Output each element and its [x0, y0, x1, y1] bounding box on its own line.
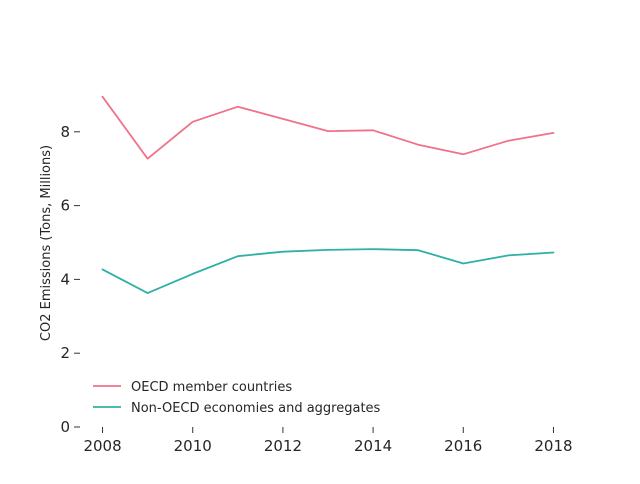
- x-tick-label: 2012: [264, 437, 302, 455]
- x-tick-label: 2014: [354, 437, 392, 455]
- legend: OECD member countries Non-OECD economies …: [93, 380, 381, 416]
- x-tick-label: 2008: [83, 437, 121, 455]
- x-tick-label: 2016: [444, 437, 482, 455]
- y-tick-label: 6: [60, 197, 70, 215]
- y-tick-label: 4: [60, 270, 70, 288]
- y-tick-label: 2: [60, 344, 70, 362]
- y-tick-label: 8: [60, 123, 70, 141]
- y-axis-title: CO2 Emissions (Tons, Millions): [39, 145, 54, 341]
- legend-label: OECD member countries: [131, 380, 292, 395]
- x-tick-label: 2010: [174, 437, 212, 455]
- series-line-2: [101, 248, 555, 295]
- y-tick-label: 0: [60, 418, 70, 436]
- series-lines: [101, 95, 555, 295]
- axis-ticks: 0 2 4 6 8 2008 2010 2012 2014 2016 2018: [60, 123, 572, 455]
- series-line-1: [101, 95, 555, 160]
- x-tick-label: 2018: [534, 437, 572, 455]
- legend-label: Non-OECD economies and aggregates: [131, 401, 381, 416]
